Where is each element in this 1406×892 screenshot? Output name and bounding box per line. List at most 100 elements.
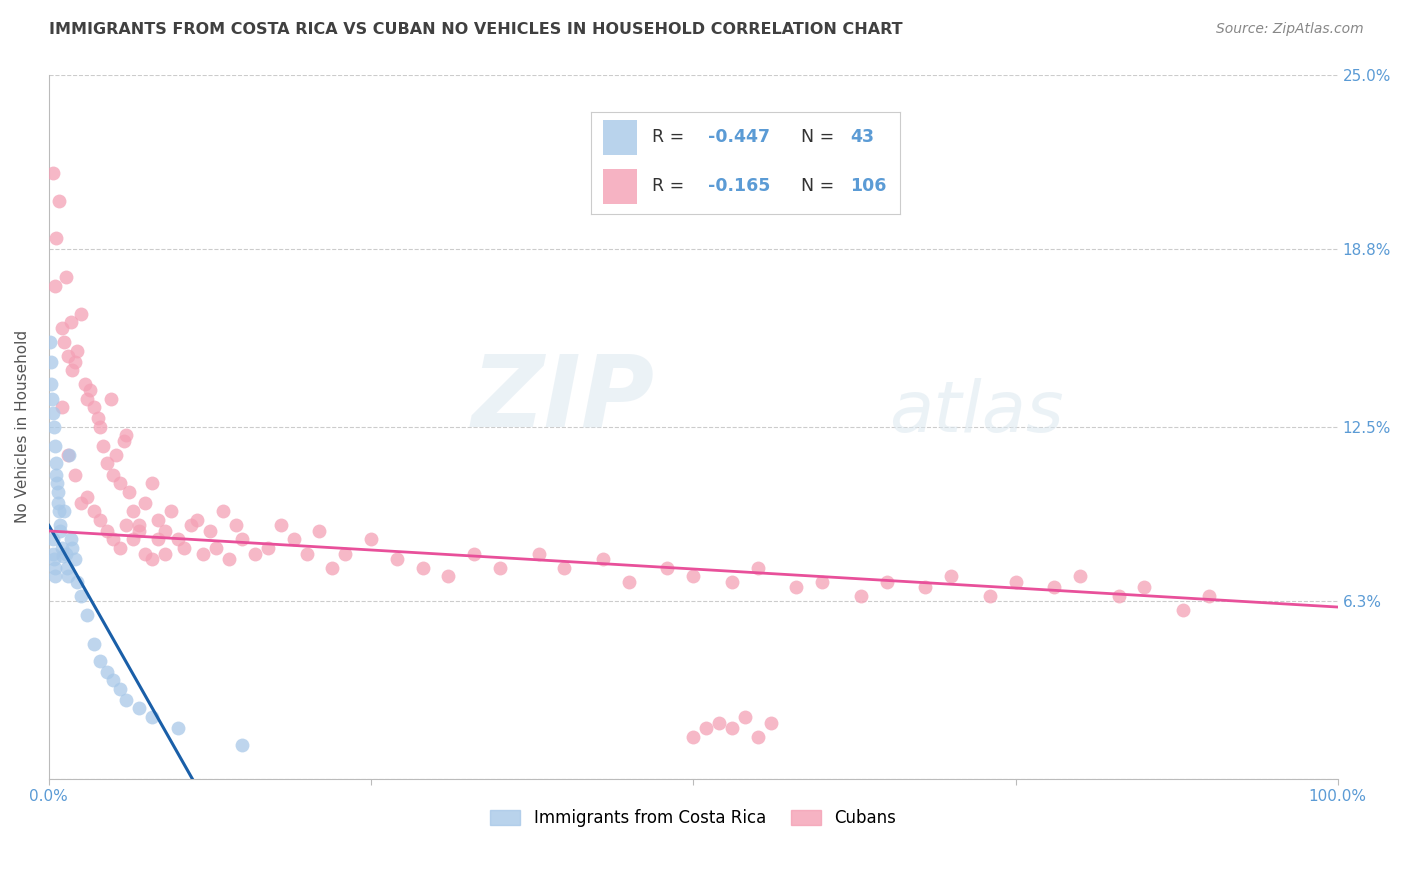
Point <box>335 547 357 561</box>
Point <box>592 552 614 566</box>
Point <box>48 496 70 510</box>
Text: 43: 43 <box>851 128 875 146</box>
Point <box>76 608 98 623</box>
Text: R =: R = <box>652 178 690 195</box>
Point <box>45 456 67 470</box>
Text: 106: 106 <box>851 178 887 195</box>
Point <box>141 710 163 724</box>
Point <box>721 721 744 735</box>
Point <box>63 355 86 369</box>
Point <box>56 448 79 462</box>
Point <box>211 504 233 518</box>
Point <box>76 490 98 504</box>
Point <box>48 518 70 533</box>
Point <box>112 434 135 448</box>
Point <box>682 730 704 744</box>
Point <box>876 574 898 589</box>
Text: Source: ZipAtlas.com: Source: ZipAtlas.com <box>1216 22 1364 37</box>
Text: ZIP: ZIP <box>471 350 655 447</box>
Point <box>83 504 105 518</box>
Point <box>51 321 73 335</box>
Point <box>45 231 67 245</box>
Point <box>56 349 79 363</box>
Point <box>39 355 62 369</box>
Point <box>115 518 138 533</box>
Point <box>103 673 125 688</box>
Point <box>153 547 176 561</box>
Point <box>1069 569 1091 583</box>
Y-axis label: No Vehicles in Household: No Vehicles in Household <box>15 330 30 524</box>
Point <box>166 721 188 735</box>
Point <box>308 524 330 538</box>
Point <box>87 411 110 425</box>
Point <box>115 693 138 707</box>
Point <box>76 392 98 406</box>
Point <box>385 552 408 566</box>
Point <box>463 547 485 561</box>
Point <box>489 560 512 574</box>
Point <box>141 476 163 491</box>
Point <box>1198 589 1220 603</box>
Point <box>121 504 143 518</box>
Point <box>70 496 93 510</box>
Point <box>939 569 962 583</box>
Point <box>437 569 460 583</box>
Point <box>108 476 131 491</box>
Point <box>914 580 936 594</box>
Point <box>1133 580 1156 594</box>
Point <box>96 524 118 538</box>
Point <box>1043 580 1066 594</box>
Point <box>193 547 215 561</box>
Point <box>108 681 131 696</box>
Point <box>759 715 782 730</box>
Point <box>66 574 89 589</box>
Point <box>118 484 141 499</box>
Point <box>83 400 105 414</box>
Point <box>173 541 195 555</box>
Point <box>42 552 65 566</box>
Point <box>58 448 80 462</box>
Point <box>42 419 65 434</box>
Point <box>100 392 122 406</box>
Point <box>1108 589 1130 603</box>
Point <box>231 533 253 547</box>
Point <box>79 383 101 397</box>
Point <box>360 533 382 547</box>
Point <box>96 665 118 679</box>
Text: IMMIGRANTS FROM COSTA RICA VS CUBAN NO VEHICLES IN HOUSEHOLD CORRELATION CHART: IMMIGRANTS FROM COSTA RICA VS CUBAN NO V… <box>49 22 903 37</box>
Point <box>89 513 111 527</box>
Point <box>734 710 756 724</box>
Point <box>63 467 86 482</box>
Bar <box>603 169 637 204</box>
Point <box>747 730 769 744</box>
Point <box>56 560 79 574</box>
Text: N =: N = <box>801 178 839 195</box>
Legend: Immigrants from Costa Rica, Cubans: Immigrants from Costa Rica, Cubans <box>484 803 903 834</box>
Point <box>128 701 150 715</box>
Point <box>657 560 679 574</box>
Point <box>48 504 70 518</box>
Point <box>89 419 111 434</box>
Point <box>153 524 176 538</box>
Point <box>134 547 156 561</box>
Text: R =: R = <box>652 128 690 146</box>
Point <box>186 513 208 527</box>
Point <box>44 569 66 583</box>
Point <box>148 513 170 527</box>
Point <box>412 560 434 574</box>
Point <box>148 533 170 547</box>
Point <box>53 504 76 518</box>
Point <box>225 518 247 533</box>
Point <box>115 428 138 442</box>
Point <box>44 560 66 574</box>
Point <box>41 392 63 406</box>
Point <box>811 574 834 589</box>
Point <box>721 574 744 589</box>
Point <box>59 533 82 547</box>
Point <box>51 400 73 414</box>
Point <box>66 343 89 358</box>
Point <box>121 533 143 547</box>
Point <box>55 547 77 561</box>
Point <box>108 541 131 555</box>
Point <box>103 533 125 547</box>
